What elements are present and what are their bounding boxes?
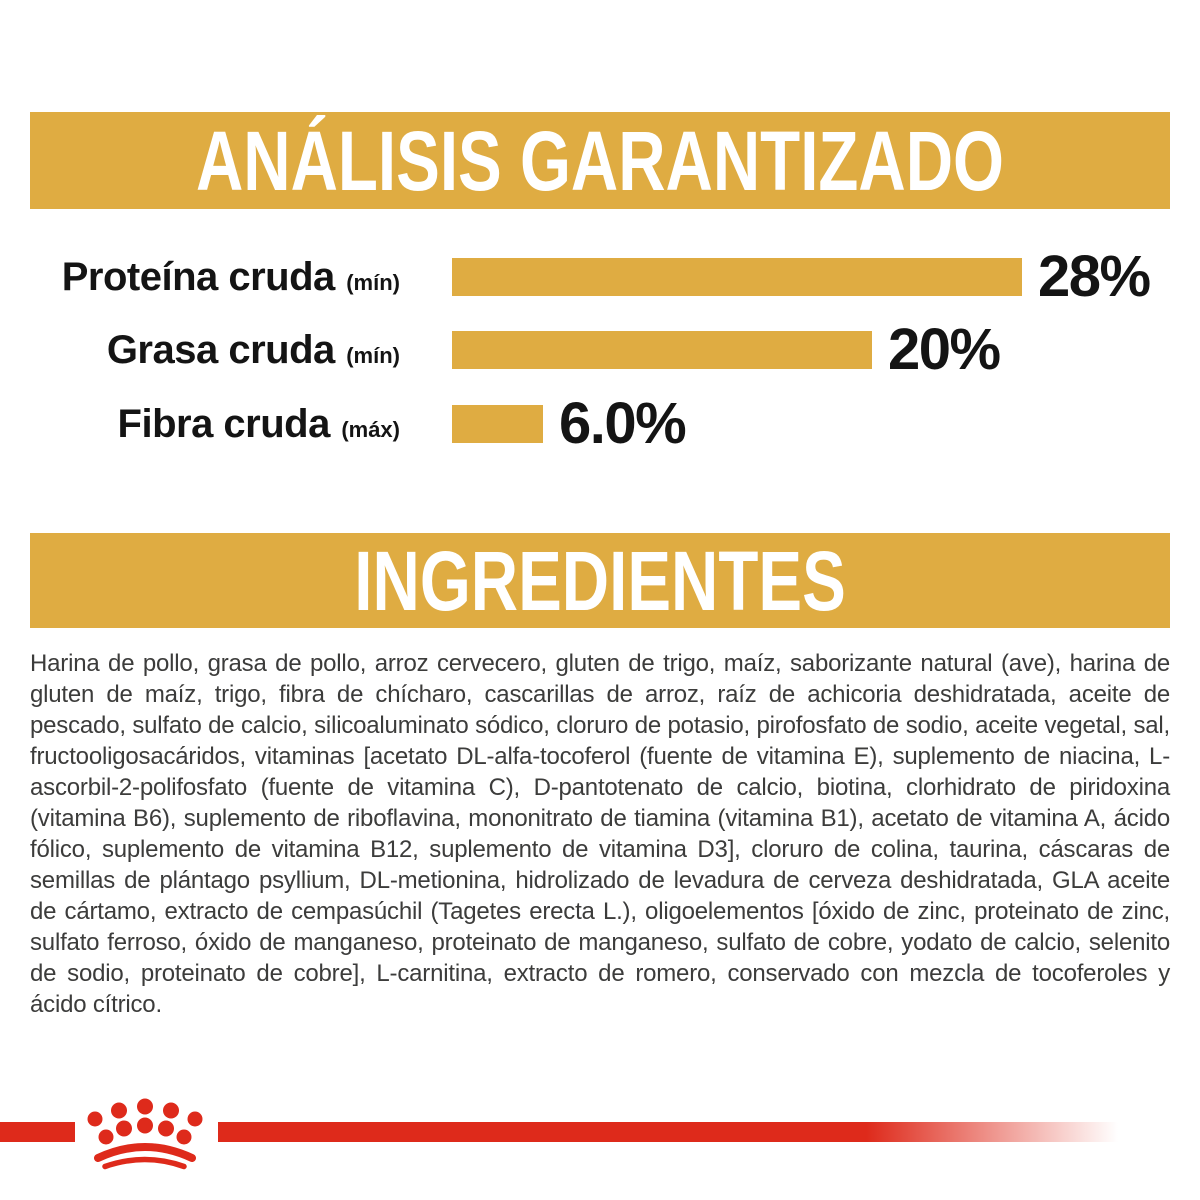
- analysis-title: ANÁLISIS GARANTIZADO: [195, 113, 1005, 208]
- analysis-banner: ANÁLISIS GARANTIZADO: [30, 112, 1170, 209]
- fiber-qualifier: (máx): [341, 416, 400, 442]
- fat-qualifier: (mín): [346, 342, 400, 368]
- fat-bar: [452, 331, 872, 369]
- fiber-bar: [452, 405, 543, 443]
- protein-label: Proteína cruda (mín): [30, 254, 400, 299]
- ingredients-text: Harina de pollo, grasa de pollo, arroz c…: [30, 650, 1170, 1018]
- fiber-label: Fibra cruda (máx): [30, 401, 400, 446]
- ingredients-title: INGREDIENTES: [354, 533, 846, 628]
- protein-bar-row: 28%: [452, 248, 1151, 306]
- ingredients-banner: INGREDIENTES: [30, 533, 1170, 628]
- fat-label-text: Grasa cruda: [106, 327, 335, 372]
- fiber-label-text: Fibra cruda: [117, 401, 331, 446]
- protein-value: 28%: [1038, 244, 1151, 309]
- protein-qualifier: (mín): [346, 269, 400, 295]
- fiber-bar-row: 6.0%: [452, 395, 687, 453]
- brand-stripe-left: [0, 1122, 75, 1142]
- protein-bar: [452, 258, 1022, 296]
- fat-value: 20%: [888, 317, 1001, 382]
- fat-label: Grasa cruda (mín): [30, 327, 400, 372]
- fat-bar-row: 20%: [452, 321, 1001, 379]
- fiber-value: 6.0%: [559, 391, 687, 456]
- royal-canin-crown-icon: [87, 1098, 203, 1170]
- brand-stripe-right: [218, 1122, 1118, 1142]
- protein-label-text: Proteína cruda: [61, 254, 336, 299]
